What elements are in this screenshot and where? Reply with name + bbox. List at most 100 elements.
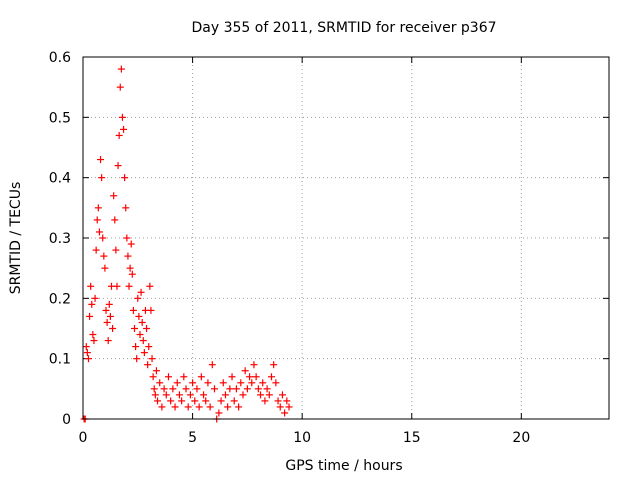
data-point (123, 234, 131, 242)
data-point (114, 162, 122, 170)
data-point (219, 379, 227, 387)
data-point (116, 83, 124, 91)
data-point (195, 403, 203, 411)
data-point (93, 216, 101, 224)
data-point (148, 355, 156, 363)
data-point (140, 349, 148, 357)
data-point (283, 397, 291, 405)
data-point (252, 373, 260, 381)
data-point (267, 373, 275, 381)
data-point (135, 312, 143, 320)
data-point (144, 361, 152, 369)
data-point (278, 391, 286, 399)
data-point (232, 385, 240, 393)
data-point (189, 379, 197, 387)
plot-frame (82, 56, 610, 420)
data-point (235, 403, 243, 411)
data-point (126, 264, 134, 272)
data-point (143, 325, 151, 332)
data-point (208, 361, 216, 369)
data-point (250, 361, 258, 369)
data-point (95, 228, 103, 236)
data-point (110, 192, 118, 200)
data-point (89, 331, 97, 339)
data-point (121, 174, 129, 182)
data-point (191, 397, 199, 405)
x-tick-label: 15 (403, 430, 421, 446)
data-point (84, 355, 92, 363)
data-point (158, 403, 166, 411)
data-point (186, 391, 194, 399)
data-point (230, 397, 238, 405)
x-tick-label: 10 (293, 430, 311, 446)
data-point (101, 264, 109, 272)
data-point (125, 282, 133, 290)
y-axis-label: SRMTID / TECUs (8, 182, 24, 295)
data-point (128, 270, 136, 278)
data-point (150, 385, 158, 393)
data-point (167, 397, 175, 405)
data-point (105, 300, 113, 308)
data-point (246, 373, 254, 381)
data-point (182, 385, 190, 393)
data-point (270, 361, 278, 369)
data-point (97, 156, 105, 164)
data-point (133, 355, 141, 363)
data-point (180, 373, 188, 381)
data-point (146, 282, 154, 290)
data-point (132, 343, 140, 351)
x-axis-label: GPS time / hours (285, 458, 402, 474)
tick-labels: 0 5 10 15 20 0 0.1 0.2 0.3 0.4 0.5 0.6 (49, 50, 531, 446)
data-point (115, 131, 123, 139)
data-point (145, 343, 153, 351)
data-point (261, 397, 269, 405)
grid-lines (83, 57, 609, 419)
data-point (109, 325, 117, 332)
data-point (215, 409, 223, 417)
y-tick-label: 0.1 (49, 352, 71, 368)
data-point (224, 403, 232, 411)
data-point (228, 373, 236, 381)
data-point (156, 379, 164, 387)
axis-ticks (82, 56, 609, 420)
data-point (226, 385, 234, 393)
data-point (211, 385, 218, 393)
data-point (239, 391, 247, 399)
data-point (120, 125, 128, 133)
data-point (83, 349, 91, 357)
data-point (173, 379, 181, 387)
data-point (131, 325, 139, 332)
data-point (272, 379, 280, 387)
data-point (149, 373, 157, 381)
data-point (152, 367, 160, 375)
y-tick-label: 0.6 (49, 50, 71, 66)
data-point (82, 343, 90, 351)
data-point (88, 300, 96, 308)
y-tick-label: 0.4 (49, 171, 71, 187)
data-point (175, 391, 183, 399)
data-point (151, 391, 159, 399)
data-point (243, 385, 251, 393)
data-point (259, 379, 267, 387)
y-tick-label: 0.2 (49, 291, 71, 307)
data-point (100, 252, 108, 260)
data-point (276, 403, 284, 411)
data-point (237, 379, 245, 387)
data-point (98, 174, 106, 182)
data-point (206, 403, 214, 411)
data-point (118, 113, 126, 121)
data-point (171, 403, 179, 411)
data-point (281, 409, 289, 417)
data-point (137, 288, 145, 296)
data-point (254, 385, 262, 393)
data-point (111, 216, 119, 224)
data-point (200, 391, 208, 399)
data-point (134, 294, 142, 302)
data-point (164, 373, 172, 381)
data-point (154, 397, 162, 405)
x-tick-label: 5 (188, 430, 197, 446)
data-point (86, 312, 94, 320)
data-point (265, 391, 273, 399)
data-point (197, 373, 205, 381)
